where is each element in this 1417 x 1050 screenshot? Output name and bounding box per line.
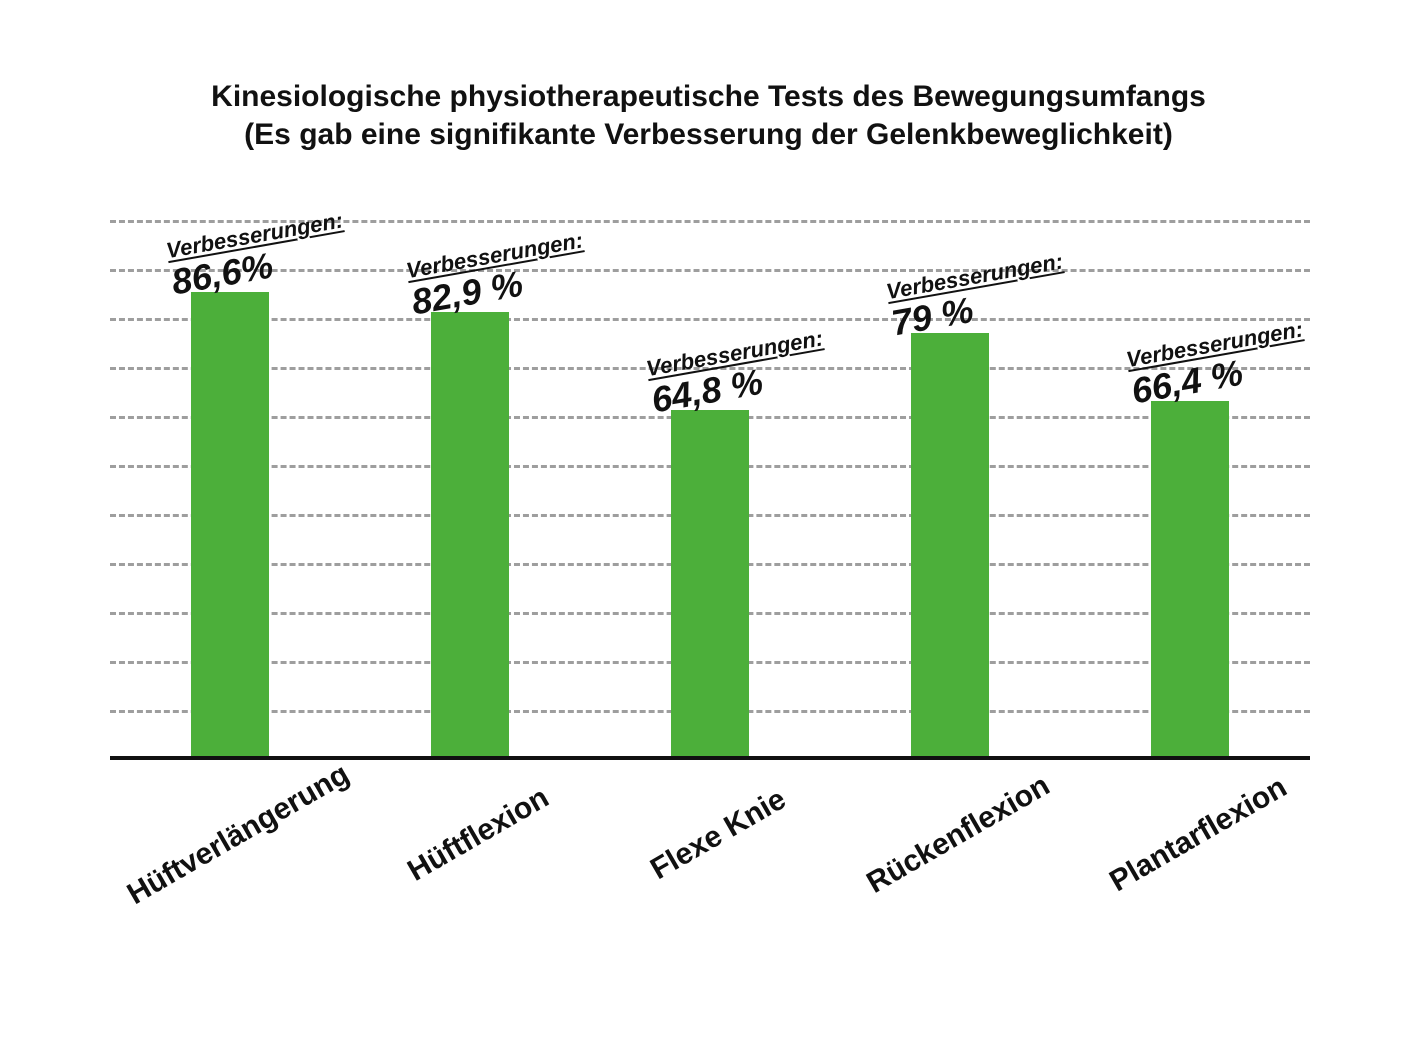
x-axis-labels: HüftverlängerungHüftflexionFlexe KnieRüc… xyxy=(110,760,1310,1000)
bar xyxy=(671,410,749,760)
chart-title: Kinesiologische physiotherapeutische Tes… xyxy=(0,78,1417,153)
bar-slot: Verbesserungen:64,8 % xyxy=(590,220,830,760)
bar-slot: Verbesserungen:86,6% xyxy=(110,220,350,760)
chart-container: Kinesiologische physiotherapeutische Tes… xyxy=(0,0,1417,1050)
x-axis-label: Hüftflexion xyxy=(340,745,617,924)
annotation-value: 66,4 % xyxy=(1128,309,1417,413)
x-axis-label: Plantarflexion xyxy=(1060,745,1337,924)
chart-title-line1: Kinesiologische physiotherapeutische Tes… xyxy=(211,80,1206,113)
annotation-prefix: Verbesserungen: xyxy=(1124,285,1417,373)
bar-slot: Verbesserungen:79 % xyxy=(830,220,1070,760)
bar xyxy=(911,333,989,760)
bar xyxy=(191,292,269,760)
bar xyxy=(1151,401,1229,760)
x-axis-label: Hüftverlängerung xyxy=(100,745,377,924)
x-axis-label: Rückenflexion xyxy=(820,745,1097,924)
chart-title-line2: (Es gab eine signifikante Verbesserung d… xyxy=(244,118,1173,151)
x-axis-label: Flexe Knie xyxy=(580,745,857,924)
bar-slot: Verbesserungen:82,9 % xyxy=(350,220,590,760)
bar-annotation: Verbesserungen:66,4 % xyxy=(1124,285,1417,413)
plot-area: Verbesserungen:86,6%Verbesserungen:82,9 … xyxy=(110,220,1310,760)
bars-group: Verbesserungen:86,6%Verbesserungen:82,9 … xyxy=(110,220,1310,760)
bar xyxy=(431,312,509,760)
bar-slot: Verbesserungen:66,4 % xyxy=(1070,220,1310,760)
